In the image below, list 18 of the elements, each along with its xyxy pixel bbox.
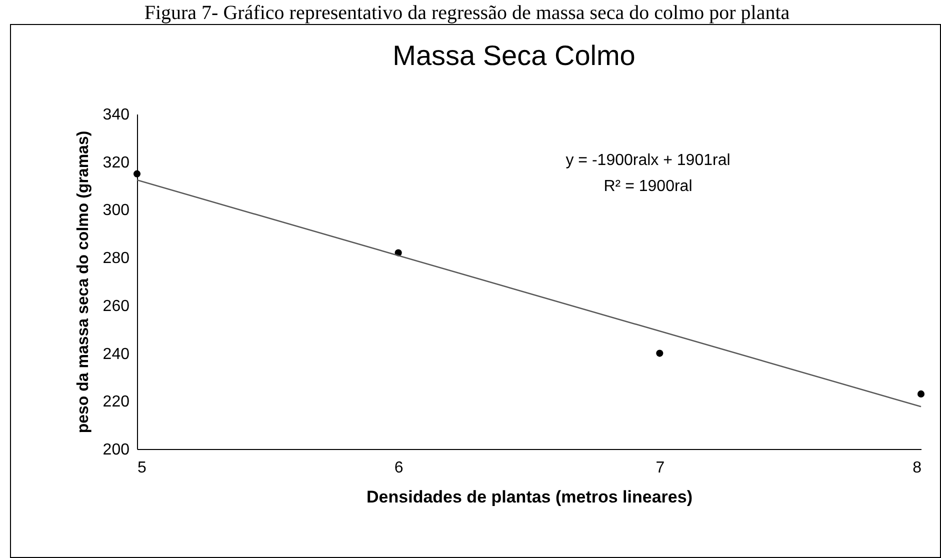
y-tick-label: 300 <box>102 202 130 220</box>
y-axis-title: peso da massa seca do colmo (gramas) <box>74 130 92 434</box>
x-tick-label: 8 <box>912 460 922 476</box>
chart-title: Massa Seca Colmo <box>392 40 636 71</box>
x-tick-label: 7 <box>656 460 665 476</box>
text: Figura 7- Gráfico representativo da regressão de massa seca do colmo por planta <box>144 2 790 24</box>
y-tick-label: 280 <box>102 250 130 268</box>
annotation: y = -1900ralx + 1901ral <box>566 152 730 169</box>
x-tick-label: 6 <box>394 460 404 476</box>
y-tick-label: 200 <box>102 442 130 458</box>
y-tick-label: 260 <box>102 298 130 315</box>
annotation: R² = 1900ral <box>604 178 692 195</box>
y-tick-label: 220 <box>102 394 130 411</box>
y-tick-label: 340 <box>102 106 130 124</box>
x-tick-label: 5 <box>138 460 146 476</box>
y-tick-label: 240 <box>102 346 130 363</box>
x-axis-title: Densidades de plantas (metros lineares) <box>366 488 692 506</box>
y-tick-label: 320 <box>102 154 130 172</box>
